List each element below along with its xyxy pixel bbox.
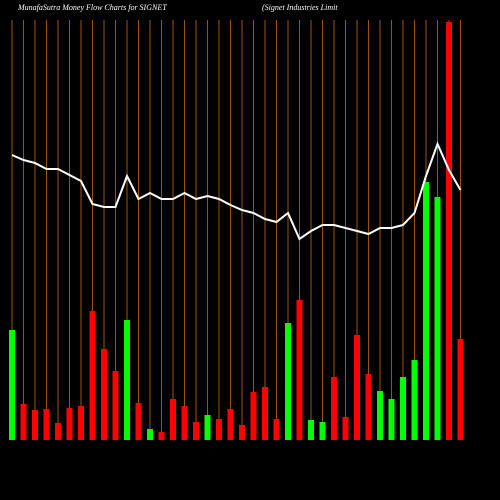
bar	[43, 409, 50, 440]
bar	[227, 409, 234, 440]
bar	[78, 406, 84, 440]
chart-subtitle: (Signet Industries Limit	[262, 3, 338, 12]
bar	[319, 422, 326, 440]
bar	[262, 387, 268, 440]
bar	[331, 377, 337, 440]
bar	[66, 408, 73, 440]
bar	[181, 406, 188, 440]
bar	[308, 420, 314, 440]
bar	[434, 197, 441, 440]
bar	[158, 432, 165, 440]
bar	[170, 399, 176, 440]
bar	[423, 182, 429, 440]
bar	[20, 404, 27, 440]
bar	[273, 419, 280, 440]
bar	[365, 374, 372, 440]
bar	[411, 360, 418, 440]
chart-title: MunafaSutra Money Flow Charts for SIGNET	[17, 3, 167, 12]
bar	[377, 391, 383, 440]
bar	[112, 371, 119, 440]
bar	[446, 22, 452, 440]
bar	[342, 417, 349, 440]
bar	[354, 335, 360, 440]
bar	[388, 399, 395, 440]
money-flow-line	[11, 141, 462, 241]
bar	[250, 392, 257, 440]
bar	[9, 330, 15, 440]
bar	[32, 410, 38, 440]
bar	[285, 323, 291, 440]
bar	[101, 349, 107, 440]
bar	[147, 429, 153, 440]
bar	[400, 377, 406, 440]
bar	[193, 422, 199, 440]
bar	[296, 300, 303, 440]
bar	[135, 403, 142, 440]
bar	[204, 415, 211, 440]
bar	[239, 425, 245, 440]
bar	[216, 419, 222, 440]
bar	[124, 320, 130, 440]
bar	[457, 339, 464, 440]
bar	[55, 423, 61, 440]
bar	[89, 311, 96, 440]
